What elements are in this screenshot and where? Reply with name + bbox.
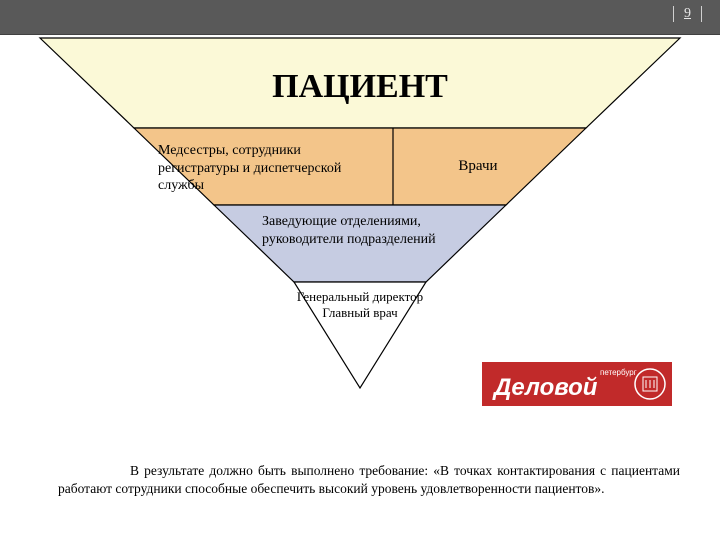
pyramid-title: ПАЦИЕНТ [20,68,700,106]
band4-text: Генеральный директор Главный врач [292,289,428,320]
logo-main-text: Деловой [492,374,598,401]
slide: 9 ПАЦИЕНТ Медсестры, сотрудники регистра… [0,0,720,540]
page-number: 9 [673,6,702,22]
band2-right-text: Врачи [418,158,538,175]
footer-text-content: В результате должно быть выполнено требо… [58,463,680,496]
logo-top-text: петербург [600,368,637,377]
band3-text: Заведующие отделениями, руководители под… [262,213,442,248]
band2-left-text: Медсестры, сотрудники регистратуры и дис… [158,142,378,195]
footer-paragraph: В результате должно быть выполнено требо… [58,462,680,498]
sponsor-logo: петербург Деловой [482,362,672,406]
